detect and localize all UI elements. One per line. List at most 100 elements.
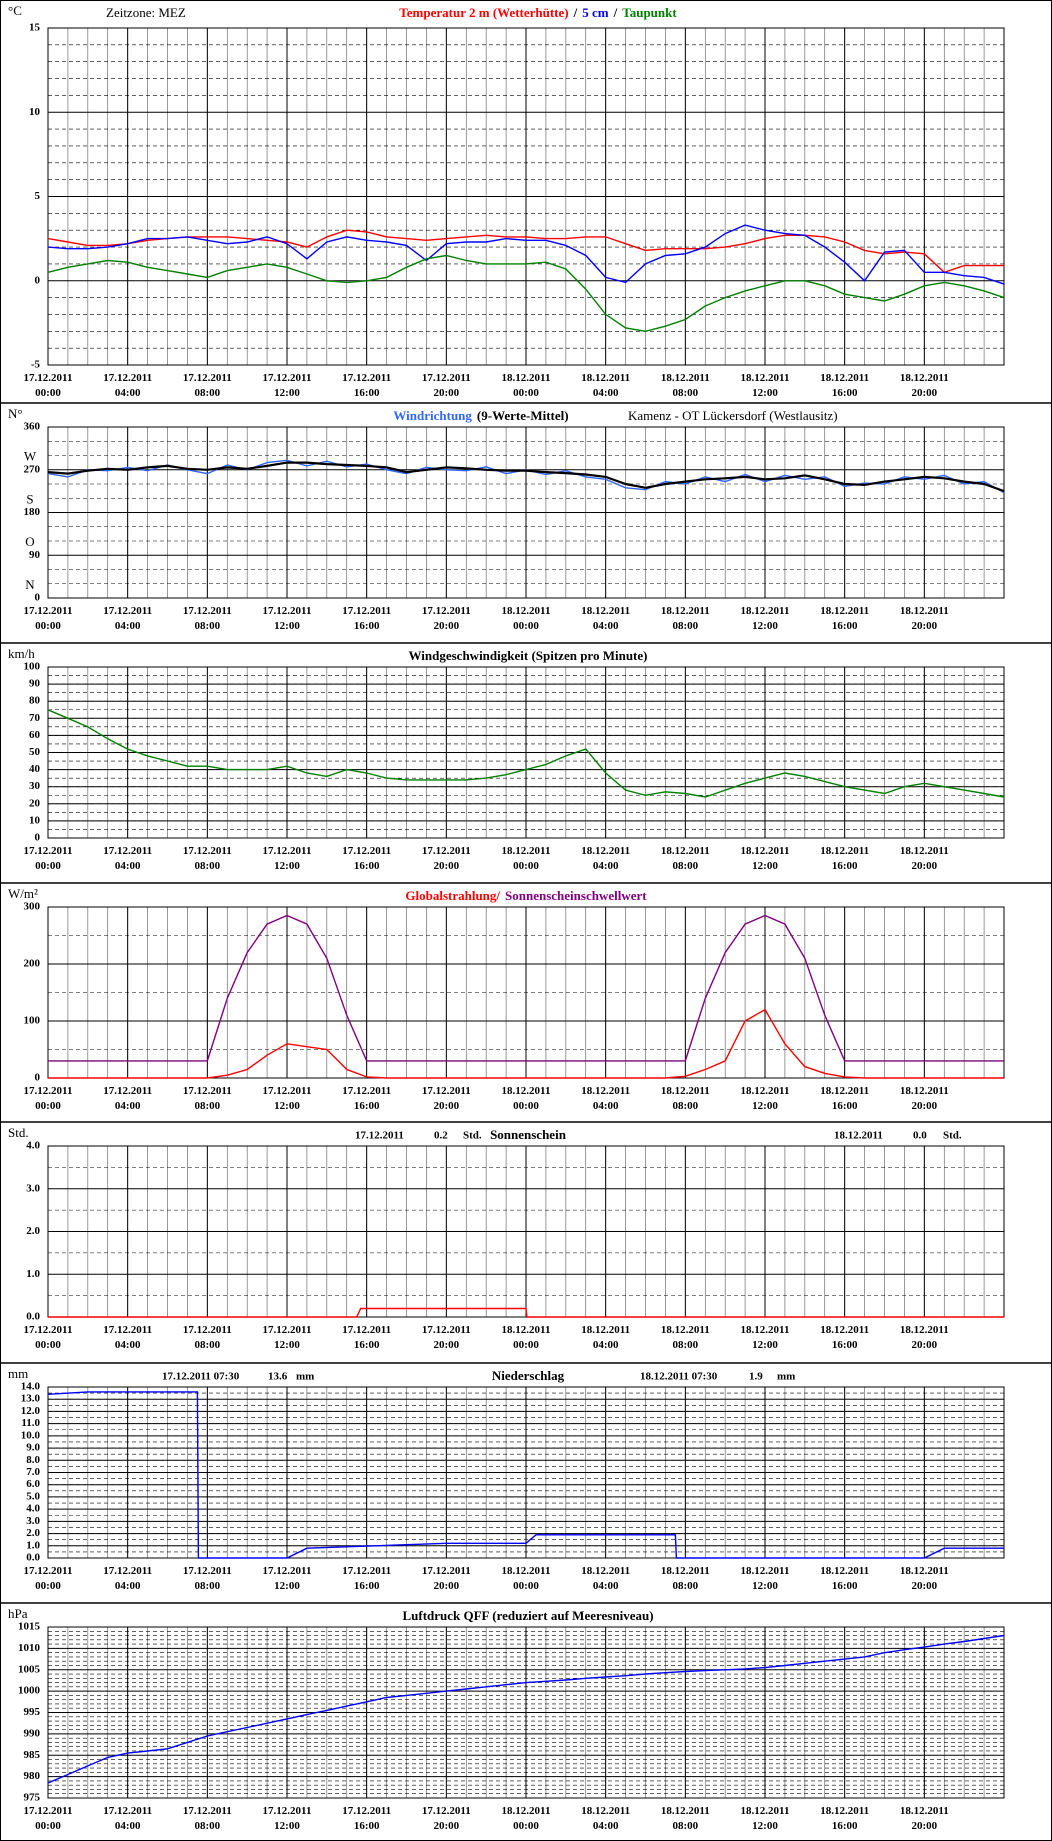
y-unit: W/m² <box>8 886 38 901</box>
y-tick-label: 100 <box>24 1015 41 1027</box>
y-unit: hPa <box>8 1606 28 1621</box>
y-tick-label: 13.0 <box>21 1393 41 1405</box>
y-tick-label: 90 <box>29 678 41 690</box>
y-tick-label: 10.0 <box>21 1429 41 1441</box>
x-tick-label: 18.12.2011 04:00 <box>581 1085 631 1112</box>
y-tick-label: 1.0 <box>26 1268 40 1280</box>
y-tick-label: 1000 <box>18 1685 41 1697</box>
annotation: 0.0 <box>913 1130 927 1142</box>
y-unit: mm <box>8 1366 28 1381</box>
x-tick-label: 18.12.2011 04:00 <box>581 845 631 872</box>
legend-entry: (9-Werte-Mittel) <box>477 408 569 423</box>
x-tick-label: 18.12.2011 16:00 <box>820 605 870 632</box>
x-tick-label: 18.12.2011 00:00 <box>501 1085 551 1112</box>
x-tick-label: 18.12.2011 12:00 <box>740 845 790 872</box>
y-unit: °C <box>8 3 22 18</box>
x-tick-label: 17.12.2011 20:00 <box>421 845 471 872</box>
y-unit: N° <box>8 406 23 421</box>
x-tick-label: 18.12.2011 00:00 <box>501 845 551 872</box>
series-line <box>47 709 1005 798</box>
y-tick-label: 5 <box>35 190 41 202</box>
annotation: Std. <box>943 1130 962 1142</box>
x-tick-label: 18.12.2011 16:00 <box>820 1085 870 1112</box>
x-tick-label: 17.12.2011 12:00 <box>262 1565 312 1592</box>
legend-entry: Taupunkt <box>622 5 677 20</box>
y-tick-label: 15 <box>29 22 41 34</box>
y-tick-label: 7.0 <box>26 1466 40 1478</box>
y-tick-label: 10 <box>29 814 41 826</box>
x-tick-label: 17.12.2011 12:00 <box>262 372 312 399</box>
x-tick-label: 18.12.2011 04:00 <box>581 372 631 399</box>
y-tick-label: 975 <box>24 1792 41 1804</box>
x-tick-label: 17.12.2011 08:00 <box>182 1324 232 1351</box>
y-tick-label: 360 <box>24 421 41 433</box>
x-tick-label: 17.12.2011 08:00 <box>182 1085 232 1112</box>
y-tick-label: 20 <box>29 797 41 809</box>
x-tick-label: 18.12.2011 04:00 <box>581 1324 631 1351</box>
x-tick-label: 18.12.2011 16:00 <box>820 1565 870 1592</box>
y-tick-label: 40 <box>29 763 41 775</box>
x-tick-label: 17.12.2011 00:00 <box>23 1565 73 1592</box>
x-tick-label: 18.12.2011 16:00 <box>820 372 870 399</box>
compass-label: N <box>25 577 35 592</box>
x-tick-label: 18.12.2011 08:00 <box>660 1805 710 1832</box>
y-tick-label: 2.0 <box>26 1225 40 1237</box>
x-tick-label: 17.12.2011 20:00 <box>421 1805 471 1832</box>
y-tick-label: 985 <box>24 1749 41 1761</box>
x-tick-label: 18.12.2011 16:00 <box>820 845 870 872</box>
series-line <box>47 1634 1005 1784</box>
x-tick-label: 18.12.2011 00:00 <box>501 1805 551 1832</box>
x-tick-label: 18.12.2011 20:00 <box>899 605 949 632</box>
x-tick-label: 17.12.2011 16:00 <box>342 1565 392 1592</box>
y-tick-label: 100 <box>24 661 41 673</box>
x-tick-label: 18.12.2011 04:00 <box>581 1565 631 1592</box>
x-tick-label: 18.12.2011 00:00 <box>501 372 551 399</box>
plot-frame <box>47 1386 1005 1559</box>
series-line <box>47 1391 1004 1559</box>
plot-frame <box>47 666 1005 839</box>
x-tick-label: 18.12.2011 12:00 <box>740 1565 790 1592</box>
y-tick-label: 980 <box>24 1770 41 1782</box>
x-tick-label: 17.12.2011 16:00 <box>342 1805 392 1832</box>
legend-entry: Windrichtung <box>393 408 472 423</box>
x-tick-label: 17.12.2011 00:00 <box>23 845 73 872</box>
annotation: mm <box>777 1371 795 1383</box>
x-tick-label: 17.12.2011 04:00 <box>103 845 153 872</box>
annotation: 18.12.2011 07:30 <box>640 1371 718 1383</box>
y-tick-label: 50 <box>29 746 41 758</box>
x-tick-label: 18.12.2011 20:00 <box>899 372 949 399</box>
legend-entry: Globalstrahlung/ <box>405 888 500 903</box>
x-tick-label: 17.12.2011 08:00 <box>182 605 232 632</box>
y-tick-label: 70 <box>29 712 41 724</box>
chart-title: Luftdruck QFF (reduziert auf Meeresnivea… <box>402 1608 653 1623</box>
x-tick-label: 17.12.2011 12:00 <box>262 605 312 632</box>
x-tick-label: 17.12.2011 00:00 <box>23 1324 73 1351</box>
y-tick-label: 1015 <box>18 1621 41 1633</box>
x-tick-label: 18.12.2011 00:00 <box>501 1324 551 1351</box>
series-line <box>47 229 1004 274</box>
x-tick-label: 17.12.2011 16:00 <box>342 1085 392 1112</box>
x-tick-label: 17.12.2011 12:00 <box>262 1805 312 1832</box>
x-tick-label: 17.12.2011 00:00 <box>23 372 73 399</box>
y-tick-label: 4.0 <box>26 1140 40 1152</box>
x-tick-label: 18.12.2011 20:00 <box>899 1324 949 1351</box>
y-tick-label: 4.0 <box>26 1503 40 1515</box>
legend: Temperatur 2 m (Wetterhütte) / 5 cm / Taupun… <box>399 5 677 20</box>
x-tick-label: 17.12.2011 00:00 <box>23 1085 73 1112</box>
series-line <box>48 914 1004 1062</box>
compass-label: O <box>25 534 34 549</box>
y-tick-label: 1010 <box>18 1642 41 1654</box>
y-tick-label: 14.0 <box>21 1381 41 1393</box>
y-tick-label: 30 <box>29 780 41 792</box>
annotation: 13.6 <box>268 1371 288 1383</box>
x-tick-label: 17.12.2011 20:00 <box>421 605 471 632</box>
x-tick-label: 18.12.2011 16:00 <box>820 1324 870 1351</box>
x-tick-label: 18.12.2011 12:00 <box>740 372 790 399</box>
legend-entry: Temperatur 2 m (Wetterhütte) <box>399 5 568 20</box>
x-tick-label: 17.12.2011 16:00 <box>342 1324 392 1351</box>
x-tick-label: 17.12.2011 04:00 <box>103 1085 153 1112</box>
x-tick-label: 18.12.2011 04:00 <box>581 1805 631 1832</box>
chart-title: Sonnenschein <box>490 1127 567 1142</box>
y-tick-label: 3.0 <box>26 1515 40 1527</box>
